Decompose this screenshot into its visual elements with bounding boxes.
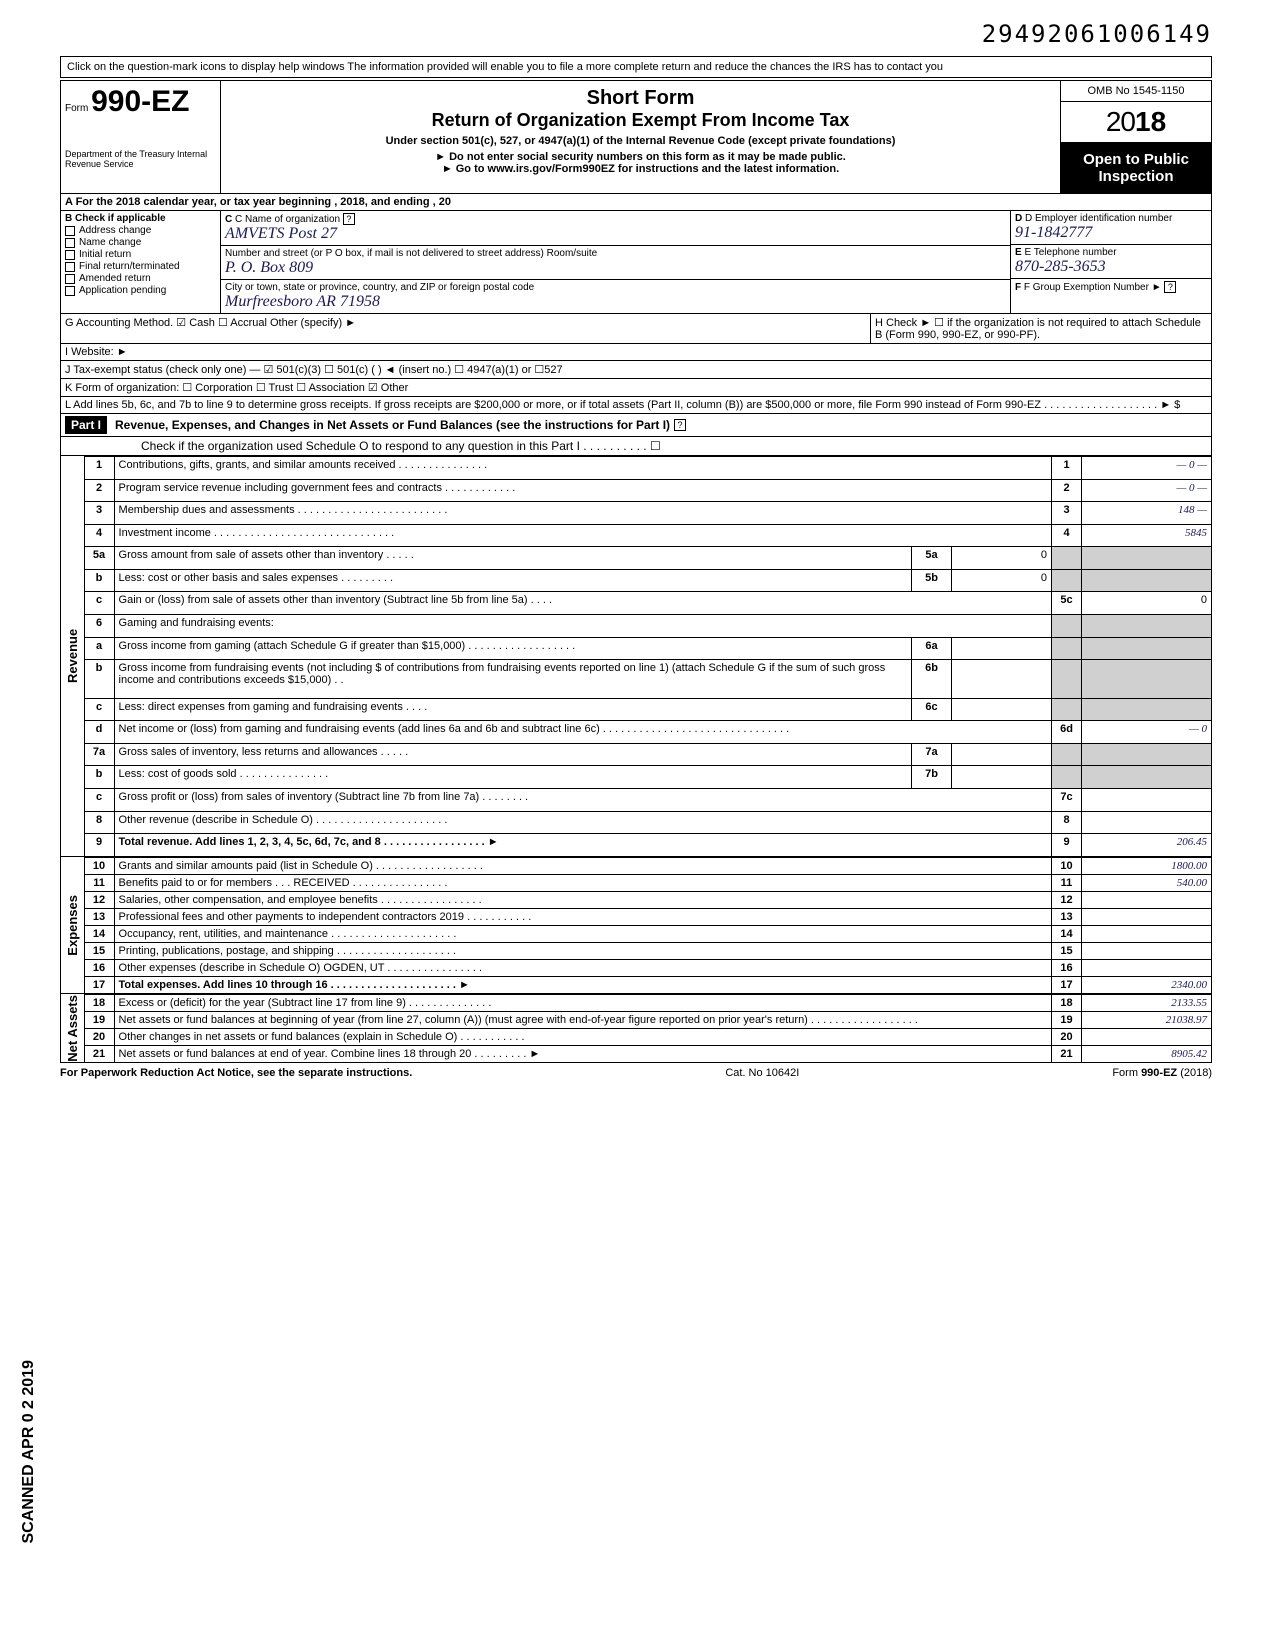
line-g: G Accounting Method. ☑ Cash ☐ Accrual Ot… [61, 314, 871, 343]
city-label: City or town, state or province, country… [225, 282, 1006, 293]
footer-right: Form 990-EZ (2018) [1112, 1067, 1212, 1079]
org-name-value: AMVETS Post 27 [225, 225, 1006, 243]
open-public-badge: Open to Public Inspection [1061, 143, 1211, 193]
footer-mid: Cat. No 10642I [725, 1067, 799, 1079]
tax-year: 2018 [1061, 102, 1211, 143]
section-b-label: B Check if applicable [65, 213, 166, 224]
checkbox-name-change[interactable] [65, 238, 75, 248]
cb-label: Name change [79, 237, 141, 248]
city-value: Murfreesboro AR 71958 [225, 293, 1006, 311]
scanned-stamp: SCANNED APR 0 2 2019 [20, 1360, 38, 1543]
cb-label: Amended return [79, 273, 151, 284]
instructions-line: ► Go to www.irs.gov/Form990EZ for instru… [227, 163, 1054, 175]
document-number: 29492061006149 [60, 20, 1212, 48]
footer-left: For Paperwork Reduction Act Notice, see … [60, 1067, 412, 1079]
omb-number: OMB No 1545-1150 [1061, 81, 1211, 102]
netassets-table: 18Excess or (deficit) for the year (Subt… [84, 994, 1212, 1063]
line-l: L Add lines 5b, 6c, and 7b to line 9 to … [61, 397, 1211, 413]
subtitle: Under section 501(c), 527, or 4947(a)(1)… [227, 135, 1054, 147]
main-title: Return of Organization Exempt From Incom… [227, 110, 1054, 131]
expenses-side-label: Expenses [65, 895, 80, 956]
section-e-label: E E Telephone number [1015, 247, 1207, 258]
line-j: J Tax-exempt status (check only one) — ☑… [61, 361, 1211, 378]
section-d-label: D D Employer identification number [1015, 213, 1207, 224]
cb-label: Final return/terminated [79, 261, 180, 272]
section-f-label: F F Group Exemption Number ► ? [1015, 281, 1207, 293]
street-label: Number and street (or P O box, if mail i… [225, 248, 1006, 259]
section-b-checkboxes: B Check if applicable Address change Nam… [61, 211, 221, 313]
checkbox-initial-return[interactable] [65, 250, 75, 260]
checkbox-amended[interactable] [65, 274, 75, 284]
checkbox-address-change[interactable] [65, 226, 75, 236]
revenue-table: 1Contributions, gifts, grants, and simil… [84, 456, 1212, 857]
checkbox-final-return[interactable] [65, 262, 75, 272]
expenses-table: 10Grants and similar amounts paid (list … [84, 857, 1212, 994]
short-form-title: Short Form [227, 87, 1054, 110]
page-footer: For Paperwork Reduction Act Notice, see … [60, 1063, 1212, 1083]
section-c-label: C C Name of organization ? [225, 213, 1006, 225]
phone-value: 870-285-3653 [1015, 258, 1207, 276]
help-icon[interactable]: ? [1164, 281, 1176, 293]
cb-label: Address change [79, 225, 151, 236]
part1-check: Check if the organization used Schedule … [60, 437, 1212, 456]
revenue-side-label: Revenue [65, 456, 80, 856]
netassets-side-label: Net Assets [65, 995, 80, 1062]
form-label: Form [65, 103, 88, 114]
part1-title: Revenue, Expenses, and Changes in Net As… [115, 418, 670, 432]
part1-label: Part I [65, 416, 107, 434]
line-i: I Website: ► [61, 344, 1211, 360]
help-icon[interactable]: ? [674, 419, 686, 431]
form-number: 990-EZ [91, 85, 189, 118]
dept-label: Department of the Treasury Internal Reve… [65, 149, 216, 169]
line-h: H Check ► ☐ if the organization is not r… [871, 314, 1211, 343]
help-info-box: Click on the question-mark icons to disp… [60, 56, 1212, 78]
cb-label: Application pending [79, 285, 166, 296]
ein-value: 91-1842777 [1015, 224, 1207, 242]
street-value: P. O. Box 809 [225, 259, 1006, 277]
form-header: Form 990-EZ Department of the Treasury I… [60, 80, 1212, 194]
warning-line: ► Do not enter social security numbers o… [227, 151, 1054, 163]
line-k: K Form of organization: ☐ Corporation ☐ … [61, 379, 1211, 396]
checkbox-pending[interactable] [65, 286, 75, 296]
line-a: A For the 2018 calendar year, or tax yea… [61, 194, 1211, 210]
cb-label: Initial return [79, 249, 131, 260]
help-icon[interactable]: ? [343, 213, 355, 225]
